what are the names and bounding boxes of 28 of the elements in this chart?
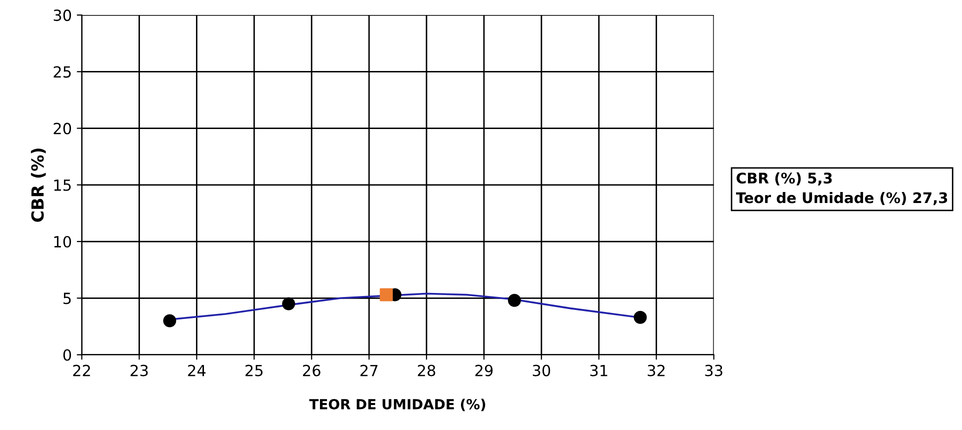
x-tick-label: 30 [532, 364, 550, 376]
x-tick-label: 23 [130, 364, 148, 376]
y-tick-label: 15 [54, 180, 71, 191]
x-tick-label: 24 [188, 364, 206, 376]
y-tick-label: 20 [54, 122, 72, 134]
x-tick-label: 28 [418, 364, 436, 376]
y-axis-title: CBR (%) [30, 148, 46, 222]
text: Teor de Umidade (%) 27,3 [736, 192, 948, 206]
point [634, 310, 647, 324]
y-tick-label: 10 [54, 236, 72, 248]
y-tick-label: 5 [64, 292, 71, 304]
point [282, 297, 296, 310]
x-tick-label: 26 [303, 364, 320, 376]
point [380, 288, 393, 302]
x-tick-label: 29 [475, 364, 493, 376]
x-tick-label: 32 [648, 364, 665, 376]
y-tick-label: 0 [63, 349, 72, 361]
x-axis-title: TEOR DE UMIDADE (%) [309, 398, 486, 412]
x-tick-label: 27 [360, 364, 378, 376]
y-tick-label: 25 [54, 66, 71, 78]
text: CBR (%) 5,3 [736, 172, 832, 186]
x-tick-label: 33 [705, 364, 722, 376]
point [508, 294, 521, 307]
x-tick-label: 22 [73, 364, 90, 376]
x-tick-label: 31 [590, 364, 608, 376]
point [163, 314, 176, 328]
x-tick-label: 25 [246, 364, 263, 376]
y-tick-label: 30 [54, 10, 72, 22]
